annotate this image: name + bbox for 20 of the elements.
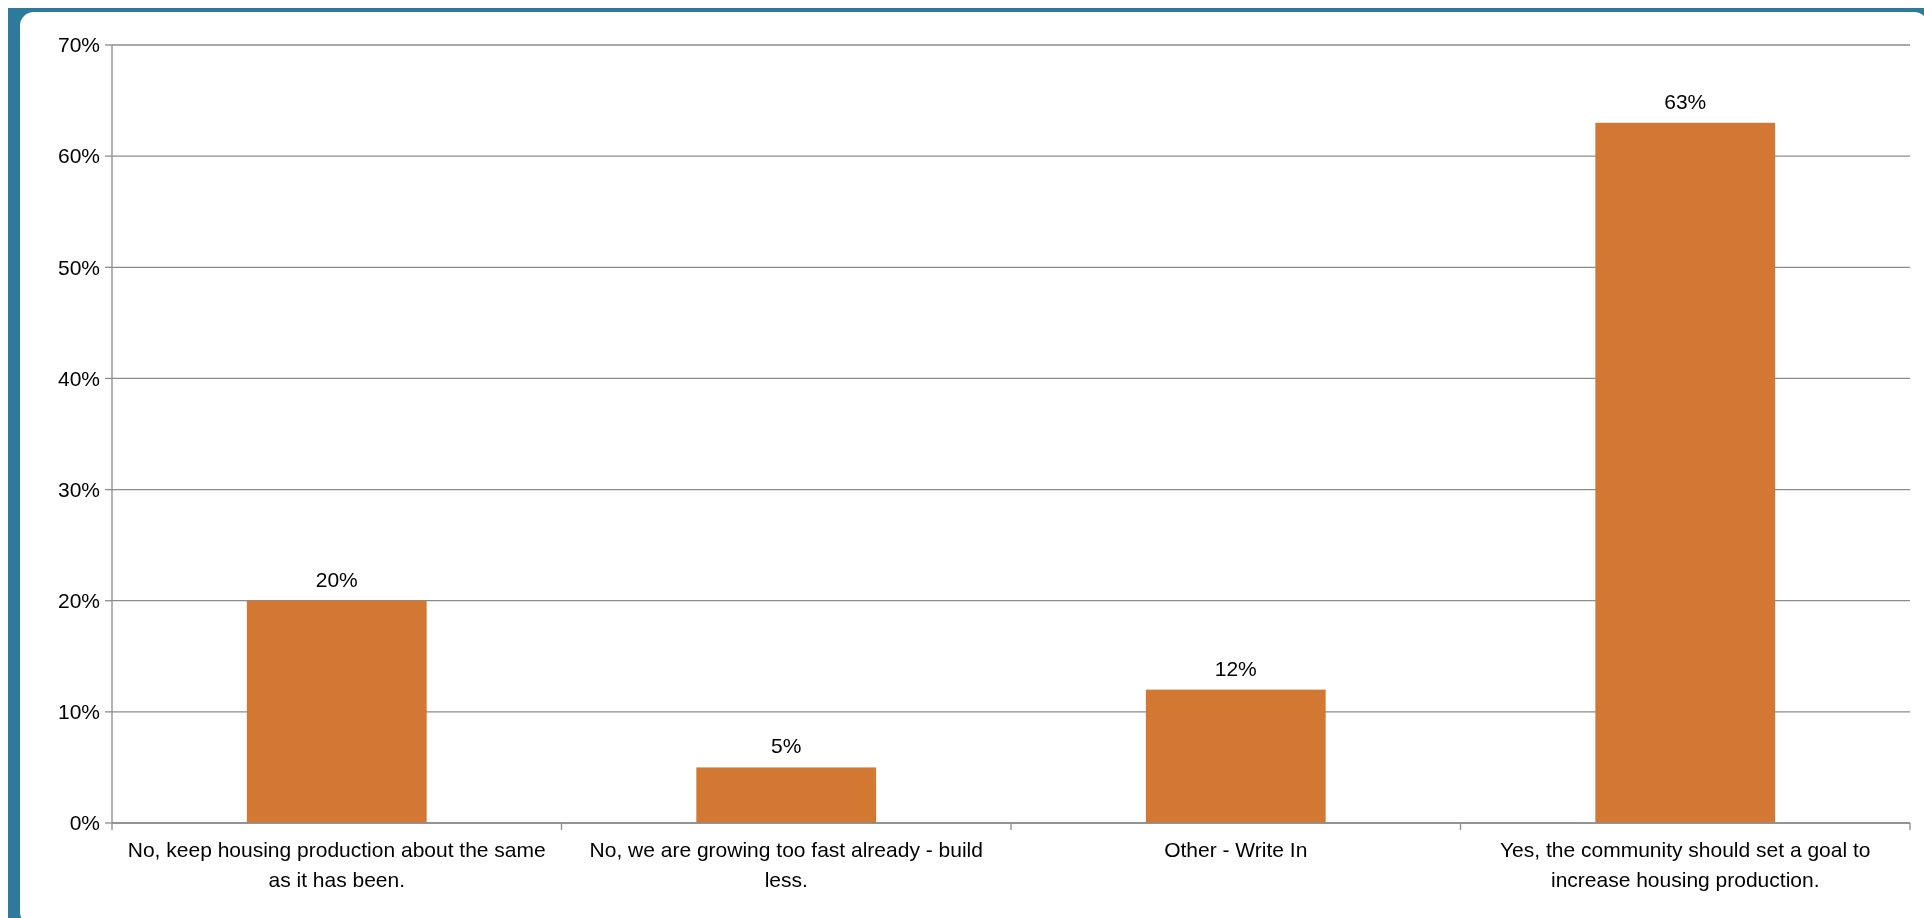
- x-tick-label: Yes, the community should set a goal to increase housing production.: [1500, 838, 1871, 891]
- x-tick-label: Other - Write In: [1164, 838, 1308, 861]
- x-tick-label: No, we are growing too fast already - build less.: [589, 838, 983, 891]
- y-tick-label: 20%: [57, 589, 100, 613]
- y-tick-label: 30%: [57, 477, 100, 501]
- y-tick-label: 0%: [69, 811, 100, 835]
- y-tick-label: 60%: [57, 144, 100, 168]
- y-tick-label: 10%: [57, 700, 100, 724]
- bar: [1145, 689, 1326, 823]
- data-label: 63%: [1664, 89, 1707, 113]
- data-label: 5%: [771, 734, 802, 758]
- y-tick-label: 70%: [57, 33, 100, 57]
- data-label: 20%: [315, 567, 358, 591]
- x-tick-label: No, keep housing production about the same as it has been.: [127, 838, 546, 891]
- data-label: 12%: [1214, 656, 1257, 680]
- bar: [1595, 122, 1776, 823]
- bar: [696, 767, 877, 823]
- y-tick-label: 40%: [57, 366, 100, 390]
- bar: [246, 600, 427, 823]
- y-tick-label: 50%: [57, 255, 100, 279]
